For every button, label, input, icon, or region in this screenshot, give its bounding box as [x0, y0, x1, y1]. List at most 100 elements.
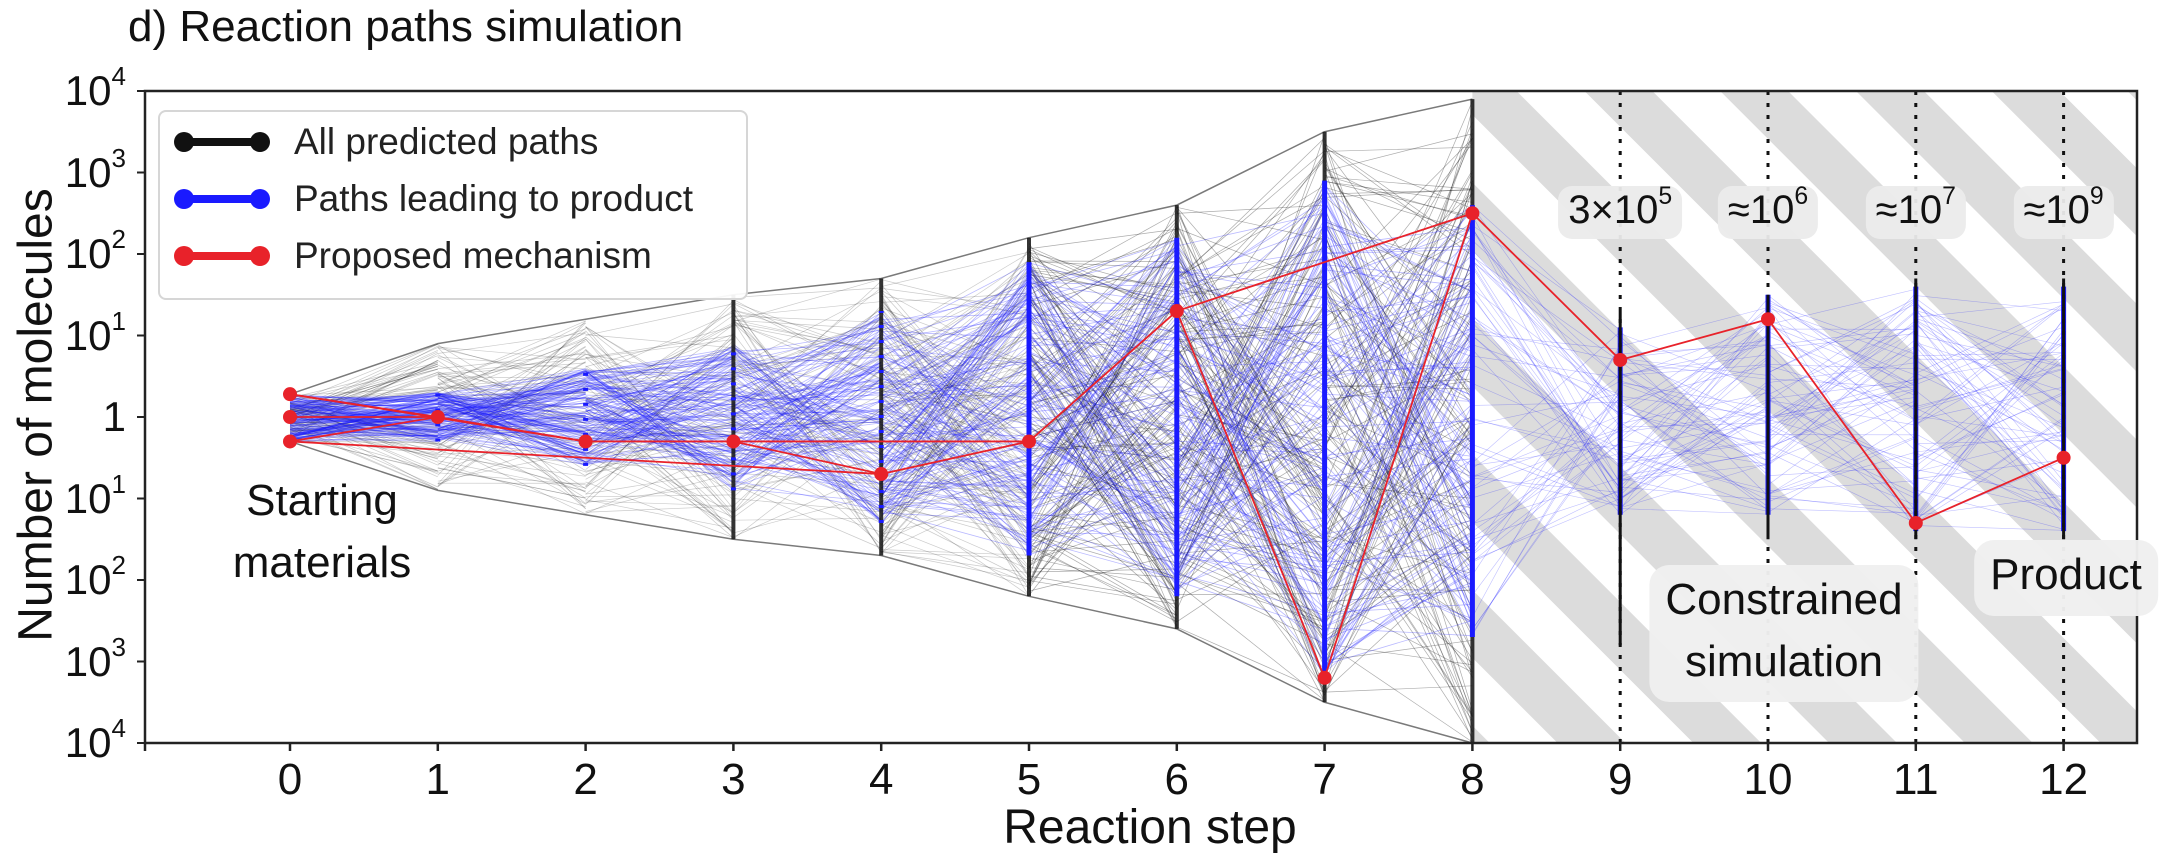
product-path-segment	[585, 348, 734, 380]
predicted-path-segment	[880, 290, 1030, 493]
predicted-path-segment	[1028, 297, 1178, 561]
product-path-segment	[1915, 323, 2064, 488]
product-path-segment	[289, 432, 438, 438]
product-path-segment	[437, 404, 586, 433]
predicted-path-segment	[585, 380, 734, 423]
product-path-segment	[881, 490, 1030, 521]
product-path-segment	[1472, 240, 1621, 380]
product-path-segment	[733, 410, 882, 520]
predicted-path-segment	[733, 443, 882, 511]
predicted-path-segment	[880, 360, 1030, 493]
product-path-segment	[437, 397, 586, 442]
product-path-segment	[733, 364, 882, 470]
product-path-segment	[1915, 318, 2064, 367]
predicted-path-segment	[1028, 265, 1178, 532]
predicted-path-segment	[585, 433, 734, 472]
product-path-segment	[437, 378, 586, 415]
predicted-path-segment	[1176, 473, 1325, 634]
predicted-path-segment	[1028, 402, 1178, 593]
product-path-segment	[1176, 335, 1325, 487]
product-path-segment	[880, 407, 1030, 546]
product-path-segment	[1176, 334, 1325, 380]
predicted-path-segment	[437, 380, 586, 389]
predicted-path-segment	[289, 433, 438, 445]
y-tick-label: 102	[64, 550, 126, 603]
product-path-segment	[1767, 437, 1916, 503]
product-path-segment	[733, 342, 882, 352]
predicted-path-segment	[289, 391, 438, 410]
product-path-segment	[733, 312, 882, 397]
product-path-segment	[1915, 318, 2064, 516]
predicted-path-segment	[437, 380, 586, 421]
product-path-segment	[1767, 320, 1916, 451]
product-path-segment	[289, 399, 438, 407]
product-path-segment	[1324, 254, 1473, 387]
product-path-segment	[289, 401, 438, 409]
predicted-path-segment	[1028, 356, 1178, 594]
product-path-segment	[733, 349, 882, 523]
predicted-path-segment	[1324, 643, 1473, 666]
product-path-segment	[1324, 206, 1473, 592]
predicted-path-segment	[585, 338, 734, 488]
product-path-segment	[1767, 328, 1917, 466]
starting-materials-label: Starting materials	[233, 470, 412, 593]
product-path-segment	[437, 393, 586, 438]
product-path-segment	[1176, 323, 1325, 572]
product-path-segment	[881, 408, 1030, 442]
predicted-path-segment	[289, 350, 438, 419]
product-path-segment	[1324, 374, 1473, 487]
predicted-path-segment	[1324, 352, 1473, 637]
product-path-segment	[733, 458, 882, 491]
product-path-segment	[1915, 433, 2064, 514]
product-path-segment	[733, 398, 882, 401]
predicted-path-segment	[437, 386, 586, 477]
product-path-segment	[437, 390, 586, 404]
predicted-path-segment	[1028, 539, 1177, 553]
predicted-path-segment	[1324, 502, 1473, 721]
predicted-path-segment	[1176, 274, 1325, 611]
predicted-path-segment	[1324, 544, 1473, 638]
product-path-segment	[733, 390, 882, 416]
product-path-segment	[880, 358, 1030, 523]
product-path-segment	[1915, 298, 2064, 407]
product-path-segment	[289, 403, 438, 436]
product-path-segment	[1324, 543, 1473, 673]
predicted-path-segment	[437, 346, 586, 361]
product-path-segment	[437, 414, 586, 424]
product-path-segment	[289, 392, 438, 417]
product-path-segment	[1915, 321, 2064, 519]
product-path-segment	[1028, 381, 1178, 508]
product-path-segment	[881, 454, 1030, 481]
product-path-segment	[1915, 431, 2064, 453]
product-path-segment	[1028, 246, 1178, 528]
product-path-segment	[1915, 442, 2064, 520]
product-path-segment	[585, 375, 734, 397]
predicted-path-segment	[1324, 349, 1473, 626]
product-path-segment	[733, 354, 882, 477]
product-path-segment	[1620, 410, 1769, 461]
product-path-segment	[1915, 390, 2064, 505]
product-path-segment	[1028, 307, 1177, 335]
predicted-path-segment	[585, 410, 734, 539]
product-path-segment	[733, 408, 882, 441]
predicted-path-segment	[1324, 204, 1473, 429]
product-path-segment	[733, 382, 882, 523]
predicted-path-segment	[733, 287, 882, 298]
predicted-path-segment	[733, 418, 882, 545]
x-tick-label: 8	[1460, 755, 1485, 804]
product-path-segment	[733, 389, 882, 414]
predicted-path-segment	[1028, 568, 1177, 573]
predicted-path-segment	[1324, 480, 1473, 544]
product-path-segment	[1472, 390, 1621, 634]
product-path-segment	[437, 383, 586, 416]
product-path-segment	[1324, 218, 1473, 292]
product-path-segment	[880, 313, 1030, 484]
predicted-path-segment	[585, 421, 734, 445]
product-path-segment	[1324, 532, 1473, 618]
product-path-segment	[1176, 366, 1325, 399]
product-path-segment	[733, 392, 882, 511]
predicted-path-segment	[437, 320, 586, 485]
product-path-segment	[1324, 222, 1473, 596]
product-path-segment	[437, 404, 586, 414]
predicted-path-segment	[881, 287, 1030, 309]
